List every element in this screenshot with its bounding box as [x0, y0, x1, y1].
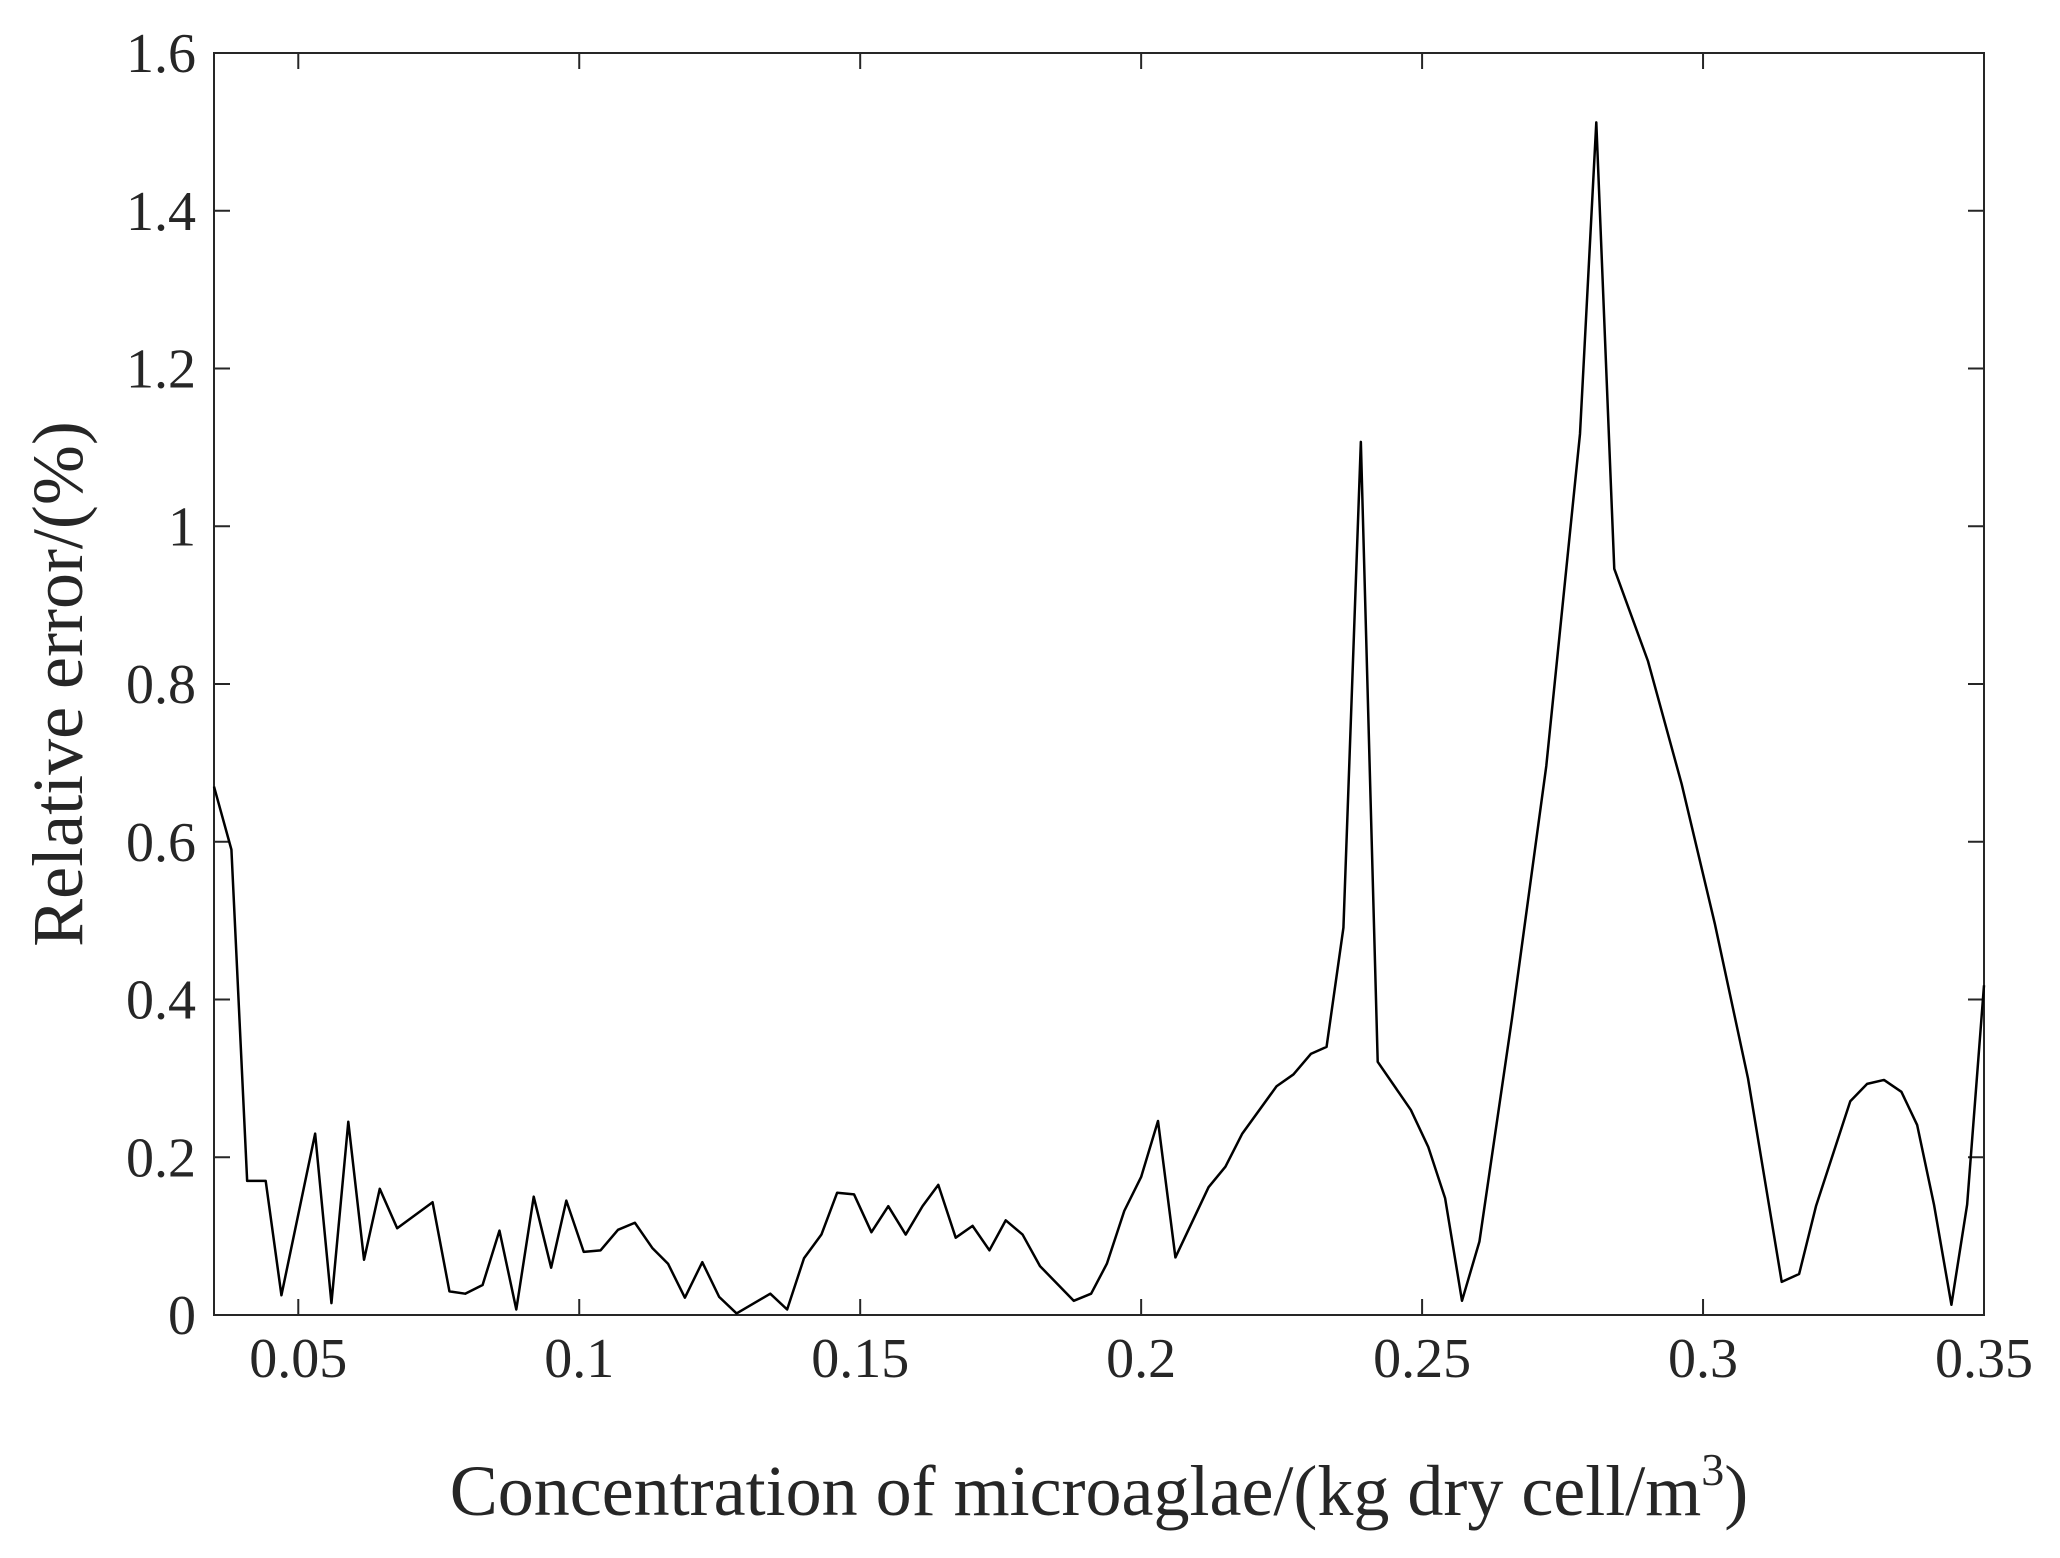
y-tick-label: 1	[168, 496, 196, 558]
y-tick-label: 0.4	[126, 970, 196, 1032]
x-tick-label: 0.1	[544, 1328, 614, 1390]
y-tick-label: 0.8	[126, 654, 196, 716]
y-tick-label: 1.2	[126, 339, 196, 401]
x-axis-label: Concentration of microaglae/(kg dry cell…	[450, 1444, 1749, 1531]
x-axis-label-end: )	[1724, 1451, 1748, 1531]
x-tick-label: 0.3	[1668, 1328, 1738, 1390]
x-tick-label: 0.2	[1106, 1328, 1176, 1390]
y-tick-label: 0.2	[126, 1127, 196, 1189]
data-line	[212, 121, 1986, 1315]
x-axis-label-sup: 3	[1701, 1444, 1724, 1495]
y-tick-label: 0	[168, 1285, 196, 1347]
x-tick-label: 0.05	[249, 1328, 347, 1390]
y-tick-label: 0.6	[126, 812, 196, 874]
x-tick-label: 0.15	[811, 1328, 909, 1390]
y-tick-label: 1.6	[126, 23, 196, 85]
x-tick-label: 0.25	[1373, 1328, 1471, 1390]
y-tick-label: 1.4	[126, 181, 196, 243]
y-axis-label: Relative error/(%)	[18, 421, 98, 947]
x-axis-label-main: Concentration of microaglae/(kg dry cell…	[450, 1451, 1702, 1531]
x-tick-label: 0.35	[1935, 1328, 2033, 1390]
